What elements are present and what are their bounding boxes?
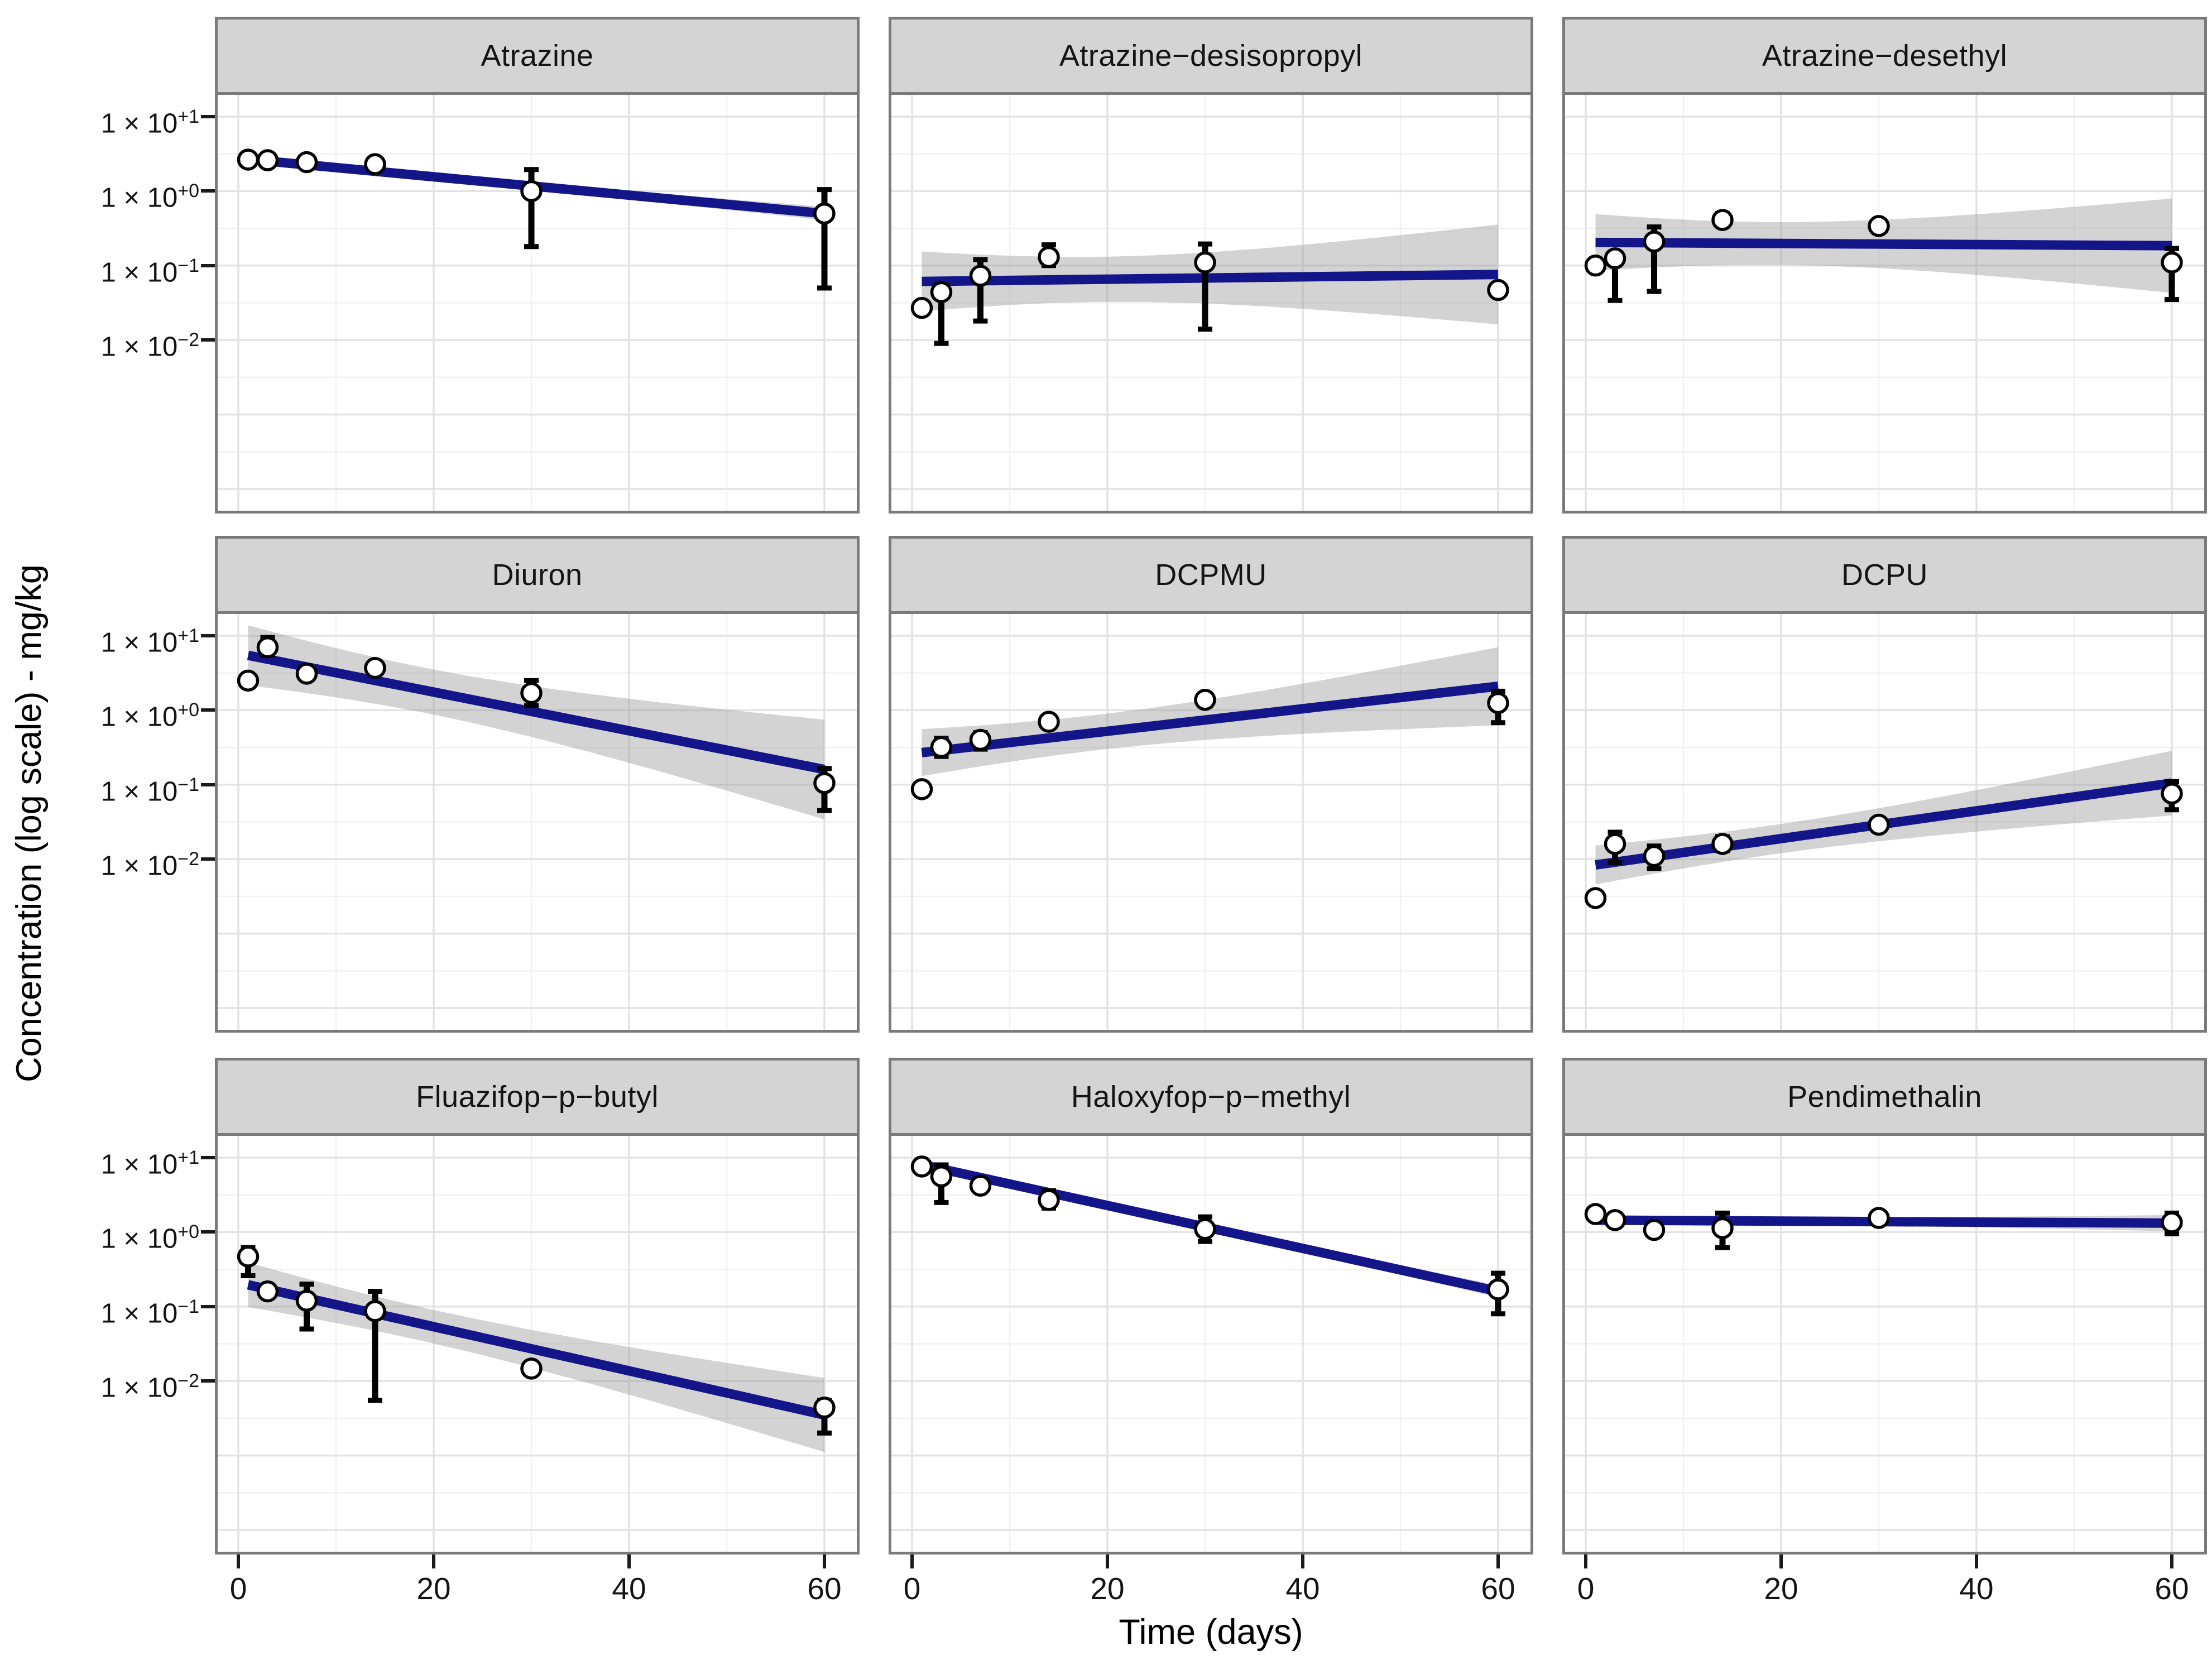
x-tick-mark: [823, 1555, 826, 1568]
y-tick-label: 1 × 10+1: [100, 1147, 199, 1180]
x-tick-mark: [237, 1555, 240, 1568]
y-axis-title: Concentration (log scale) - mg/kg: [9, 564, 49, 1082]
y-tick-mark: [201, 189, 215, 193]
x-tick-mark: [1975, 1555, 1978, 1568]
x-tick-label: 20: [416, 1571, 451, 1606]
x-tick-mark: [432, 1555, 435, 1568]
facet-strip: Pendimethalin: [1562, 1058, 2207, 1133]
y-tick-label: 1 × 10−2: [100, 329, 199, 362]
y-tick-label: 1 × 10−1: [100, 774, 199, 807]
y-tick-label: 1 × 10+0: [100, 699, 199, 732]
y-tick-mark: [201, 857, 215, 861]
facet-plot: [215, 92, 860, 514]
y-tick-label: 1 × 10+0: [100, 180, 199, 213]
y-tick-mark: [201, 1305, 215, 1308]
facet-title: DCPU: [1841, 558, 1928, 592]
facet-plot: [889, 1133, 1533, 1555]
x-tick-label: 0: [229, 1571, 247, 1606]
x-tick-label: 40: [1959, 1571, 1994, 1606]
y-tick-label: 1 × 10+1: [100, 106, 199, 139]
facet-plot: [215, 611, 860, 1033]
facet-title: Pendimethalin: [1787, 1080, 1982, 1114]
facet-plot: [1562, 611, 2207, 1033]
y-tick-mark: [201, 1379, 215, 1383]
x-tick-mark: [1496, 1555, 1500, 1568]
x-tick-label: 20: [1764, 1571, 1798, 1606]
facet-plot: [889, 611, 1533, 1033]
facet-plot: [1562, 92, 2207, 514]
y-tick-mark: [201, 708, 215, 712]
x-tick-label: 0: [903, 1571, 921, 1606]
facet-strip: Fluazifop−p−butyl: [215, 1058, 860, 1133]
x-tick-mark: [627, 1555, 631, 1568]
facet-strip: Diuron: [215, 536, 860, 611]
facet-title: Atrazine−desethyl: [1762, 39, 2008, 73]
x-tick-mark: [2170, 1555, 2173, 1568]
facet-title: DCPMU: [1155, 558, 1267, 592]
y-tick-label: 1 × 10−1: [100, 1296, 199, 1329]
facet-plot: [889, 92, 1533, 514]
x-tick-label: 40: [612, 1571, 646, 1606]
x-tick-label: 60: [807, 1571, 842, 1606]
x-tick-label: 40: [1285, 1571, 1320, 1606]
y-tick-mark: [201, 264, 215, 267]
facet-plot: [1562, 1133, 2207, 1555]
y-tick-mark: [201, 1230, 215, 1234]
x-tick-mark: [910, 1555, 914, 1568]
y-tick-label: 1 × 10−1: [100, 255, 199, 288]
y-tick-mark: [201, 783, 215, 786]
x-tick-mark: [1106, 1555, 1109, 1568]
y-tick-label: 1 × 10+1: [100, 625, 199, 658]
x-tick-label: 60: [2155, 1571, 2189, 1606]
facet-strip: DCPU: [1562, 536, 2207, 611]
x-axis-title: Time (days): [1119, 1613, 1303, 1652]
facet-title: Atrazine−desisopropyl: [1059, 39, 1363, 73]
x-tick-mark: [1779, 1555, 1783, 1568]
y-tick-mark: [201, 338, 215, 342]
facet-strip: Atrazine−desethyl: [1562, 17, 2207, 92]
y-tick-label: 1 × 10−2: [100, 848, 199, 881]
x-tick-mark: [1301, 1555, 1304, 1568]
x-tick-label: 20: [1090, 1571, 1125, 1606]
facet-title: Fluazifop−p−butyl: [416, 1080, 659, 1114]
y-tick-label: 1 × 10+0: [100, 1221, 199, 1254]
facet-strip: Atrazine−desisopropyl: [889, 17, 1533, 92]
facet-strip: DCPMU: [889, 536, 1533, 611]
x-tick-label: 0: [1577, 1571, 1595, 1606]
y-tick-label: 1 × 10−2: [100, 1370, 199, 1403]
facet-plot: [215, 1133, 860, 1555]
x-tick-mark: [1584, 1555, 1587, 1568]
y-tick-mark: [201, 1156, 215, 1159]
y-tick-mark: [201, 115, 215, 118]
facet-strip: Atrazine: [215, 17, 860, 92]
x-tick-label: 60: [1481, 1571, 1515, 1606]
facet-title: Atrazine: [481, 39, 594, 73]
facet-strip: Haloxyfop−p−methyl: [889, 1058, 1533, 1133]
facet-title: Diuron: [492, 558, 583, 592]
facet-title: Haloxyfop−p−methyl: [1071, 1080, 1351, 1114]
y-tick-mark: [201, 634, 215, 637]
